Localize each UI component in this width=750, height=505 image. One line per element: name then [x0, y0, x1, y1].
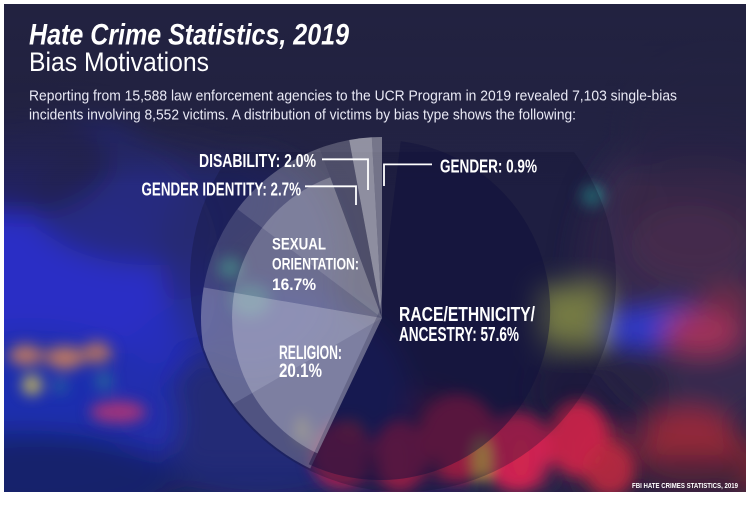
svg-text:RELIGION:: RELIGION: — [279, 343, 342, 364]
svg-text:Bias Motivations: Bias Motivations — [29, 47, 209, 77]
svg-text:20.1%: 20.1% — [279, 361, 322, 382]
svg-text:ANCESTRY: 57.6%: ANCESTRY: 57.6% — [399, 324, 519, 346]
svg-text:FBI HATE CRIMES STATISTICS, 20: FBI HATE CRIMES STATISTICS, 2019 — [632, 481, 738, 490]
svg-text:ORIENTATION:: ORIENTATION: — [272, 255, 359, 274]
svg-text:incidents involving 8,552 vict: incidents involving 8,552 victims. A dis… — [29, 107, 576, 124]
svg-text:RACE/ETHNICITY/: RACE/ETHNICITY/ — [399, 304, 535, 326]
svg-text:SEXUAL: SEXUAL — [272, 234, 326, 253]
svg-text:16.7%: 16.7% — [272, 275, 316, 294]
svg-text:Reporting from 15,588 law enfo: Reporting from 15,588 law enforcement ag… — [29, 88, 677, 105]
svg-text:DISABILITY: 2.0%: DISABILITY: 2.0% — [199, 151, 316, 171]
svg-text:Hate Crime Statistics, 2019: Hate Crime Statistics, 2019 — [29, 19, 349, 52]
svg-text:GENDER IDENTITY: 2.7%: GENDER IDENTITY: 2.7% — [142, 180, 302, 200]
svg-text:GENDER: 0.9%: GENDER: 0.9% — [440, 157, 537, 177]
